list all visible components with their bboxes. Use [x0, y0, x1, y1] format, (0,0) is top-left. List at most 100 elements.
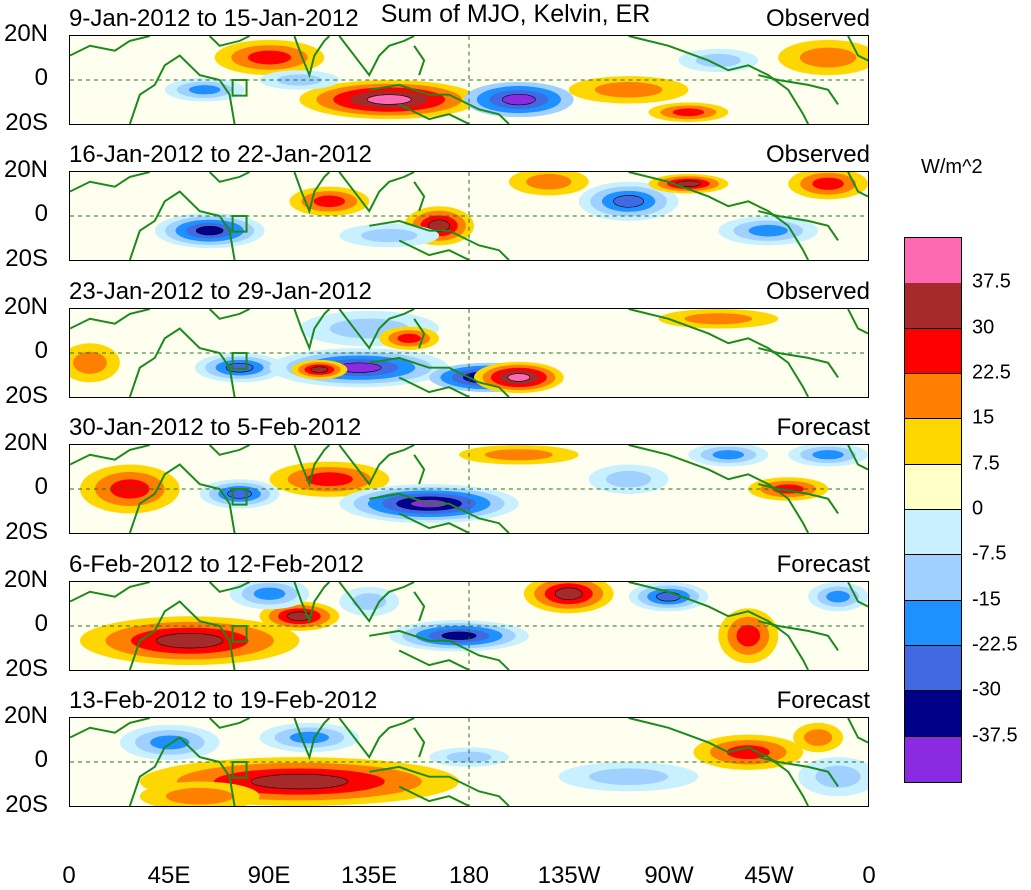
anomaly-contour — [352, 593, 387, 610]
longitude-label: 0 — [862, 862, 876, 889]
coastline — [369, 629, 510, 670]
latitude-label: 20S — [5, 109, 48, 136]
anomaly-contour — [726, 745, 770, 760]
region-box — [231, 761, 248, 779]
anomaly-contour — [507, 373, 531, 382]
coastline — [338, 309, 415, 350]
latitude-label: 20S — [5, 655, 48, 682]
anomaly-contour — [812, 450, 844, 460]
anomaly-contour — [289, 731, 330, 744]
panel-date-range: 6-Feb-2012 to 12-Feb-2012 — [69, 551, 364, 578]
colorbar-swatch — [905, 328, 961, 375]
anomaly-contour — [712, 450, 745, 460]
coastline — [128, 190, 236, 260]
panel-kind-label: Forecast — [776, 687, 870, 714]
coastline — [70, 582, 151, 603]
latitude-label: 20N — [3, 20, 48, 47]
latitude-label: 0 — [34, 746, 48, 773]
anomaly-contour — [188, 85, 221, 95]
anomaly-map — [69, 581, 869, 671]
anomaly-field — [70, 718, 868, 806]
coastline — [413, 591, 426, 622]
figure-title: Sum of MJO, Kelvin, ER — [380, 0, 651, 28]
anomaly-field — [70, 445, 868, 533]
coastline — [398, 512, 470, 533]
anomaly-contour — [366, 94, 412, 105]
anomaly-contour — [815, 765, 861, 788]
anomaly-contour — [799, 47, 857, 68]
latitude-label: 20N — [3, 156, 48, 183]
coastline — [628, 36, 810, 124]
anomaly-contour — [247, 50, 292, 65]
longitude-label: 90E — [247, 862, 291, 889]
colorbar-swatch — [905, 736, 961, 783]
anomaly-contour — [736, 624, 761, 647]
longitude-label: 135E — [340, 862, 398, 889]
coastline — [847, 309, 868, 335]
coastline — [758, 620, 839, 651]
coastline — [398, 785, 470, 806]
anomaly-contour — [748, 224, 788, 237]
coastline — [398, 103, 470, 124]
anomaly-contour — [165, 787, 234, 805]
map-panel: 20N 0 20S 9-Jan-2012 to 15-Jan-2012 Observed — [0, 0, 900, 136]
coastline — [758, 210, 839, 241]
coastline — [847, 718, 868, 744]
coastline — [628, 582, 810, 670]
coastline — [758, 483, 839, 514]
anomaly-field — [70, 309, 868, 397]
coastline — [398, 649, 470, 670]
coastline — [369, 83, 510, 124]
coastline — [70, 718, 151, 739]
coastline — [128, 736, 236, 806]
colorbar-swatch — [905, 645, 961, 692]
coastline — [847, 172, 868, 198]
anomaly-map — [69, 171, 869, 261]
anomaly-map — [69, 308, 869, 398]
anomaly-contour — [276, 74, 322, 86]
anomaly-contour — [227, 489, 252, 499]
anomaly-contour — [150, 735, 190, 750]
latitude-label: 20S — [5, 245, 48, 272]
panel-kind-label: Forecast — [776, 551, 870, 578]
coastline — [338, 445, 415, 486]
coastline — [413, 181, 426, 212]
anomaly-contour — [589, 768, 669, 785]
coastline — [369, 356, 510, 397]
colorbar-swatch — [905, 419, 961, 465]
colorbar-tick-label: 37.5 — [972, 270, 1011, 293]
anomaly-contour — [804, 729, 833, 746]
colorbar-tick-label: 22.5 — [972, 361, 1011, 384]
coastline — [338, 718, 415, 759]
panel-date-range: 9-Jan-2012 to 15-Jan-2012 — [69, 5, 359, 32]
coastline — [70, 172, 151, 193]
coastline — [413, 454, 426, 485]
coastline — [413, 727, 426, 758]
anomaly-field — [70, 582, 868, 670]
coastline — [847, 445, 868, 471]
coastline — [293, 445, 331, 488]
anomaly-contour — [812, 177, 844, 190]
coastline — [628, 309, 810, 397]
coastline — [847, 582, 868, 608]
colorbar-tick-label: 15 — [972, 406, 995, 429]
coastline — [208, 718, 250, 729]
colorbar-swatch — [905, 238, 961, 284]
latitude-label: 20S — [5, 791, 48, 818]
latitude-label: 0 — [34, 610, 48, 637]
colorbar-tick-label: 0 — [972, 497, 984, 520]
anomaly-map — [69, 444, 869, 534]
anomaly-contour — [446, 751, 492, 763]
colorbar-swatch — [905, 691, 961, 737]
latitude-label: 0 — [34, 473, 48, 500]
coastline — [128, 327, 236, 397]
anomaly-contour — [684, 313, 753, 325]
panel-date-range: 30-Jan-2012 to 5-Feb-2012 — [69, 414, 362, 441]
coastline — [208, 172, 250, 183]
coastline — [758, 74, 839, 105]
anomaly-field — [70, 36, 868, 124]
panel-date-range: 23-Jan-2012 to 29-Jan-2012 — [69, 278, 372, 305]
panel-date-range: 13-Feb-2012 to 19-Feb-2012 — [69, 687, 378, 714]
coastline — [398, 239, 470, 260]
coastline — [413, 318, 426, 349]
